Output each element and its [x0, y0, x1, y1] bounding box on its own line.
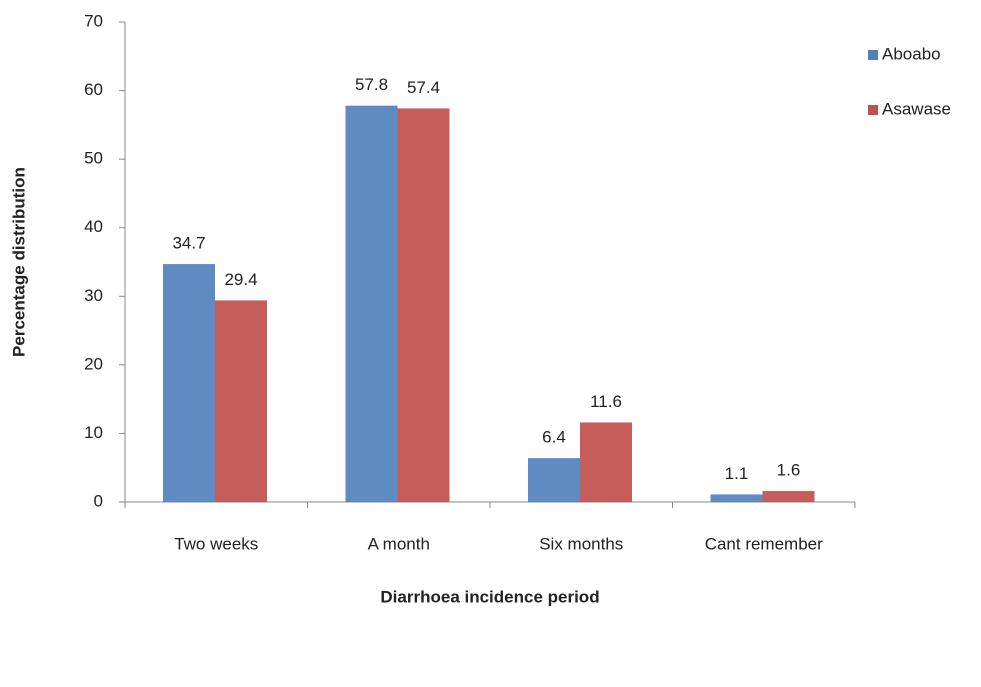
legend-swatch — [868, 50, 878, 60]
y-tick-label: 10 — [84, 423, 103, 442]
x-tick-label: A month — [368, 534, 430, 553]
x-axis-title: Diarrhoea incidence period — [380, 587, 599, 606]
bar — [163, 264, 215, 502]
bar — [215, 300, 267, 502]
data-label: 34.7 — [172, 234, 205, 253]
data-label: 29.4 — [224, 270, 257, 289]
bar — [710, 494, 763, 502]
data-label: 6.4 — [542, 428, 566, 447]
y-tick-label: 70 — [84, 11, 103, 30]
y-tick-label: 30 — [84, 286, 103, 305]
data-label: 1.1 — [725, 464, 749, 483]
data-label: 57.8 — [355, 75, 388, 94]
x-tick-label: Six months — [539, 534, 623, 553]
data-label: 57.4 — [407, 78, 440, 97]
bar — [528, 458, 580, 502]
bar — [397, 108, 450, 503]
x-tick-label: Two weeks — [174, 534, 258, 553]
y-tick-label: 20 — [84, 354, 103, 373]
legend-swatch — [868, 105, 878, 115]
y-axis-title: Percentage distribution — [9, 167, 28, 357]
legend-label: Asawase — [882, 99, 951, 118]
y-tick-label: 50 — [84, 149, 103, 168]
y-tick-label: 0 — [94, 491, 103, 510]
y-tick-label: 60 — [84, 80, 103, 99]
x-tick-label: Cant remember — [705, 534, 823, 553]
legend-label: Aboabo — [882, 44, 941, 63]
bar — [345, 105, 398, 503]
data-label: 1.6 — [777, 461, 801, 480]
bar — [762, 491, 815, 502]
data-label: 11.6 — [590, 392, 622, 411]
bar — [580, 422, 632, 502]
y-tick-label: 40 — [84, 217, 103, 236]
